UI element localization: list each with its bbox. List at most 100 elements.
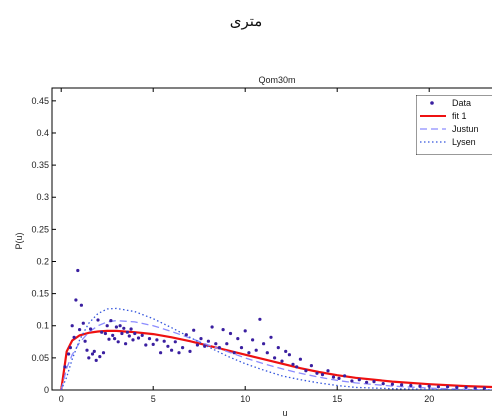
- data-point: [101, 351, 106, 355]
- legend-label: Lysen: [452, 137, 476, 147]
- data-point: [162, 339, 166, 343]
- y-tick-label: 0: [44, 385, 49, 395]
- data-point: [155, 338, 159, 342]
- data-point: [400, 383, 404, 387]
- data-point: [473, 386, 477, 390]
- data-point: [166, 344, 170, 348]
- data-point: [144, 343, 148, 347]
- data-point: [315, 371, 319, 375]
- y-axis-label: P(u): [14, 232, 24, 249]
- data-point: [89, 327, 93, 331]
- data-point: [109, 319, 113, 323]
- data-point: [203, 344, 207, 348]
- x-tick-label: 20: [424, 394, 434, 404]
- data-point: [236, 337, 240, 341]
- x-tick-label: 5: [151, 394, 156, 404]
- legend-label: Data: [452, 98, 471, 108]
- data-point: [78, 328, 82, 332]
- data-point: [276, 346, 280, 350]
- data-point: [79, 303, 83, 307]
- data-point: [83, 339, 87, 343]
- data-point: [304, 369, 308, 373]
- data-point: [116, 340, 120, 344]
- data-point: [151, 342, 155, 346]
- data-point: [188, 349, 192, 353]
- legend: Data fit 1 Justun Lysen: [416, 95, 492, 155]
- legend-swatch: [430, 101, 434, 105]
- data-point: [92, 349, 96, 353]
- data-point: [320, 373, 325, 377]
- data-point: [181, 346, 185, 350]
- data-point: [184, 333, 188, 337]
- x-tick-label: 15: [332, 394, 342, 404]
- legend-label: Justun: [452, 124, 479, 134]
- data-point: [326, 369, 330, 373]
- data-point: [409, 383, 413, 388]
- data-point: [68, 346, 72, 350]
- data-point: [177, 351, 181, 355]
- data-point: [124, 342, 128, 346]
- data-point: [214, 342, 218, 346]
- y-tick-label: 0.35: [31, 160, 49, 170]
- data-point: [107, 337, 111, 341]
- data-point: [74, 298, 78, 302]
- data-point: [291, 362, 295, 366]
- data-point: [280, 359, 284, 363]
- data-point: [94, 358, 98, 362]
- data-point: [225, 342, 229, 346]
- chart-title: Qom30m: [258, 75, 295, 85]
- data-point: [111, 333, 115, 337]
- data-point: [254, 348, 258, 352]
- y-tick-label: 0.05: [31, 353, 49, 363]
- data-point: [273, 356, 277, 360]
- data-point: [103, 331, 107, 336]
- data-point: [85, 348, 89, 352]
- x-axis-label: u: [282, 408, 287, 418]
- series-line-justus: [60, 319, 492, 390]
- data-point: [72, 335, 76, 339]
- data-point: [464, 385, 468, 389]
- data-point: [381, 382, 385, 386]
- page-heading: مترى: [229, 12, 263, 30]
- data-point: [206, 339, 210, 343]
- data-point: [63, 365, 67, 369]
- data-point: [350, 379, 354, 383]
- data-point: [133, 331, 137, 336]
- data-point: [221, 328, 225, 332]
- data-point: [195, 343, 199, 347]
- data-point: [120, 331, 124, 336]
- data-point: [427, 384, 431, 388]
- data-point: [295, 365, 299, 369]
- data-point: [436, 385, 440, 389]
- data-point: [98, 355, 102, 359]
- x-tick-label: 10: [240, 394, 250, 404]
- data-point: [76, 268, 80, 273]
- y-tick-label: 0.25: [31, 224, 49, 234]
- data-point: [298, 357, 302, 361]
- data-point: [131, 338, 135, 342]
- data-point: [217, 346, 221, 350]
- data-point: [287, 353, 291, 357]
- data-point: [192, 328, 196, 332]
- y-tick-label: 0.15: [31, 289, 49, 299]
- data-point: [159, 351, 163, 355]
- data-point: [284, 349, 288, 353]
- data-point: [113, 337, 117, 341]
- data-point: [239, 346, 244, 350]
- data-point: [390, 382, 394, 386]
- data-point: [232, 351, 236, 355]
- data-point: [136, 336, 141, 340]
- data-point: [125, 330, 129, 334]
- legend-label: fit 1: [452, 111, 467, 121]
- data-point: [418, 384, 422, 388]
- data-point: [262, 342, 266, 346]
- data-point: [269, 335, 273, 339]
- data-point: [114, 325, 118, 329]
- data-point: [258, 317, 262, 321]
- data-point: [96, 318, 100, 322]
- series-line-lysen: [60, 307, 492, 390]
- data-point: [105, 324, 109, 328]
- data-point: [100, 330, 104, 334]
- data-point: [482, 386, 486, 390]
